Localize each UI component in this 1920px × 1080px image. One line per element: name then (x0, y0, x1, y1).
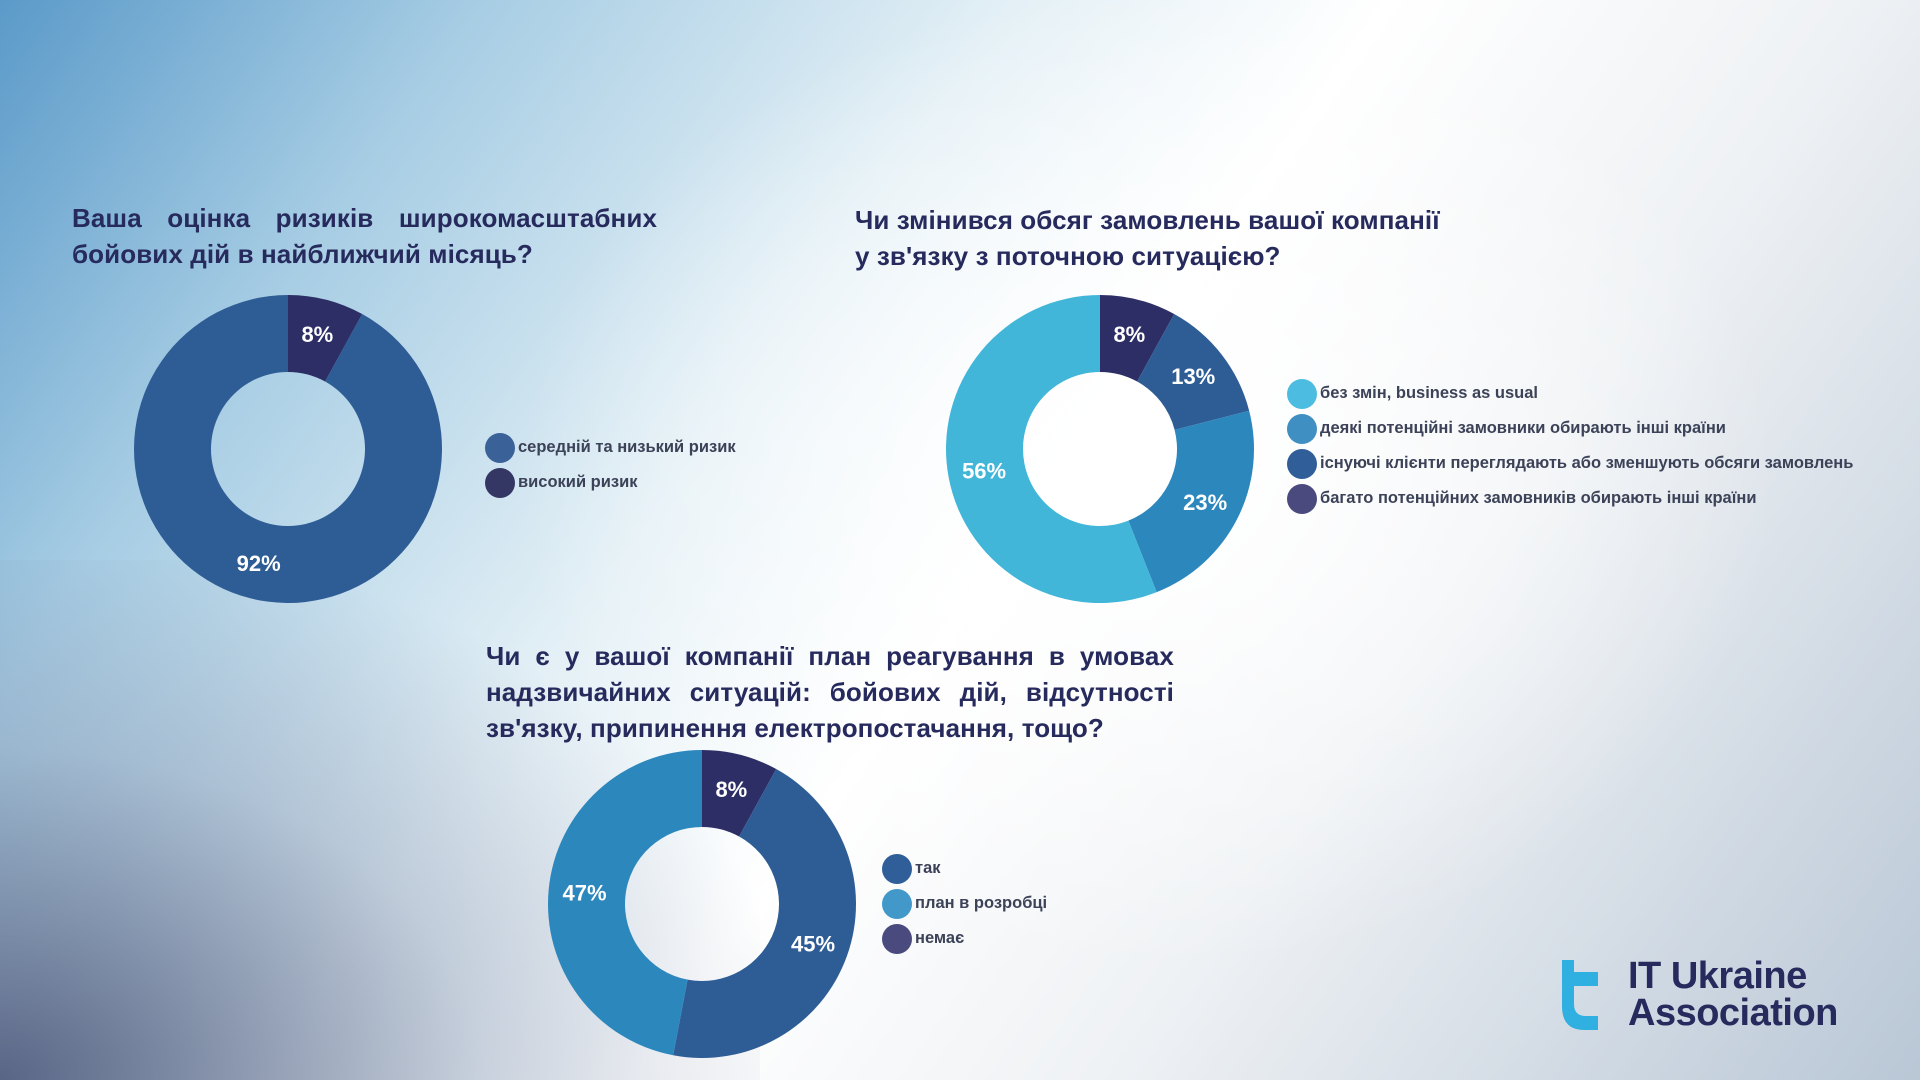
legend-label: деякі потенційні замовники обирають інші… (1320, 419, 1726, 437)
donut-slice-середній-та-низький-ризик (134, 295, 443, 603)
donut-slice-без-змін-business-as-usual (946, 295, 1157, 603)
logo-line-1: IT Ukraine (1628, 955, 1807, 997)
logo-text: IT Ukraine Association (1628, 955, 1838, 1034)
legend-swatch-icon (1287, 413, 1317, 444)
legend-label: середній та низький ризик (518, 438, 736, 456)
legend-label: існуючі клієнти переглядають або зменшую… (1320, 454, 1854, 472)
legend-label: так (915, 859, 941, 877)
donut-slice-багато-потенційних-замовників-обирають-інші-країни (1100, 295, 1175, 382)
slice-value-label: 13% (1171, 364, 1215, 389)
chart-title: Чи є у вашої компанії план реагування в … (486, 641, 1174, 743)
donut-chart: 8% 45% 47% (547, 750, 856, 1058)
legend-label: багато потенційних замовників обирають і… (1320, 489, 1757, 507)
legend-swatch-icon (485, 467, 515, 498)
legend-item: деякі потенційні замовники обирають інші… (1287, 411, 1853, 446)
slice-value-label: 92% (237, 551, 281, 576)
slice-value-label: 23% (1183, 490, 1227, 515)
chart-legend: середній та низький ризик високий ризик (485, 430, 736, 500)
donut-chart: 8% 92% (134, 295, 443, 603)
legend-item: існуючі клієнти переглядають або зменшую… (1287, 446, 1853, 481)
logo-mark-icon (1562, 960, 1598, 1030)
chart-title-line: Чи змінився обсяг замовлень вашої компан… (855, 205, 1440, 235)
slice-value-label: 8% (715, 777, 747, 802)
donut-chart: 8% 13% 23% 56% (946, 295, 1254, 603)
legend-label: немає (915, 929, 965, 947)
legend-item: немає (882, 921, 1047, 956)
legend-item: високий ризик (485, 465, 736, 500)
chart-title-line: у зв'язку з поточною ситуацією? (855, 241, 1281, 271)
legend-label: план в розробці (915, 894, 1048, 912)
legend-swatch-icon (485, 432, 515, 463)
donut-slice-високий-ризик (288, 295, 363, 382)
legend-swatch-icon (882, 923, 912, 954)
legend-swatch-icon (1287, 483, 1317, 514)
chart-legend: без змін, business as usual деякі потенці… (1287, 376, 1853, 516)
donut-slice-немає (702, 750, 777, 837)
chart-title: Чи змінився обсяг замовлень вашої компан… (855, 202, 1475, 274)
legend-swatch-icon (1287, 448, 1317, 479)
donut-slice-існуючі-клієнти-переглядають-або-зменшують-обсяги-замовлень (1137, 314, 1250, 430)
legend-item: так (882, 851, 1047, 886)
legend-item: середній та низький ризик (485, 430, 736, 465)
chart-legend: так план в розробці немає (882, 851, 1047, 956)
legend-item: без змін, business as usual (1287, 376, 1853, 411)
donut-slice-так (673, 769, 856, 1058)
legend-swatch-icon (882, 853, 912, 884)
slice-value-label: 56% (962, 459, 1006, 484)
legend-item: багато потенційних замовників обирають і… (1287, 481, 1853, 516)
legend-item: план в розробці (882, 886, 1047, 921)
chart-title: Ваша оцінка ризиків широкомасштабних бой… (72, 203, 657, 269)
slice-value-label: 8% (1113, 322, 1145, 347)
legend-swatch-icon (882, 888, 912, 919)
slice-value-label: 47% (563, 880, 607, 905)
legend-swatch-icon (1287, 378, 1317, 409)
it-ukraine-logo: IT Ukraine Association (1560, 955, 1838, 1034)
legend-label: високий ризик (518, 473, 638, 491)
slice-value-label: 45% (791, 931, 835, 956)
logo-line-2: Association (1628, 992, 1838, 1034)
slice-value-label: 8% (301, 322, 333, 347)
legend-label: без змін, business as usual (1320, 384, 1539, 402)
donut-slice-деякі-потенційні-замовники-обирають-інші-країни (1128, 410, 1254, 593)
donut-slice-план-в-розробці (547, 750, 702, 1056)
